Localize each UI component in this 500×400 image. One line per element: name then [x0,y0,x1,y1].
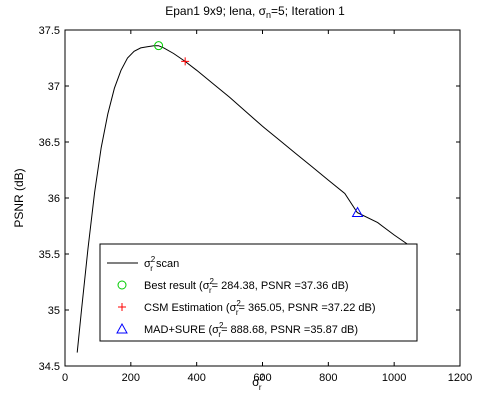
y-axis-label: PSNR (dB) [12,168,26,227]
legend-label: Best result (σ2 r= 284.38, PSNR =37.36 dB… [144,277,349,295]
chart-title-suffix: =5; Iteration 1 [271,4,345,18]
x-tick-label: 400 [187,372,205,384]
legend-entry: Best result (σ2 r= 284.38, PSNR =37.36 dB… [117,277,349,295]
legend-swatch-triangle [116,322,128,334]
legend-label: σ2 r scan [144,255,179,273]
legend-entry: σ2 r scan [107,255,179,273]
chart-title-prefix: Epan1 9x9; lena, σ [165,4,266,18]
x-tick-label: 1200 [448,372,472,384]
x-axis-label: σ2 r [252,373,264,392]
chart-title: Epan1 9x9; lena, σn=5; Iteration 1 [165,4,345,20]
y-tick-label: 35 [48,305,60,317]
x-axis-ticks: 0 200 400 600 800 1000 1200 [62,30,472,384]
scan-curve-line [76,45,416,353]
y-tick-label: 37.5 [39,25,60,37]
chart-title-sub: n [266,10,271,20]
x-tick-label: 0 [62,372,68,384]
legend-swatch-circle [117,280,127,290]
y-tick-label: 35.5 [39,249,60,261]
legend-entry: MAD+SURE (σ2 r= 888.68, PSNR =35.87 dB) [116,321,358,339]
y-axis-ticks: 34.5 35 35.5 36 36.5 37 37.5 [39,25,460,373]
x-tick-label: 1000 [382,372,406,384]
data-point-triangle [351,206,364,218]
x-tick-label: 600 [253,372,271,384]
legend-label: MAD+SURE (σ2 r= 888.68, PSNR =35.87 dB) [144,321,358,339]
series-layer [76,41,416,353]
x-tick-label: 200 [122,372,140,384]
y-tick-label: 37 [48,81,60,93]
legend-entry: CSM Estimation (σ2 r= 365.05, PSNR =37.22… [118,299,375,317]
x-axis-label-sup: 2 [259,373,264,382]
x-tick-label: 800 [319,372,337,384]
x-axis-label-sub: r [259,383,262,392]
legend-swatch-plus [118,303,126,311]
y-tick-label: 34.5 [39,361,60,373]
legend-box [99,243,418,342]
legend: σ2 r scan Best result (σ2 r= 284.38, PSNR =… [99,243,418,342]
y-tick-label: 36.5 [39,137,60,149]
legend-label: CSM Estimation (σ2 r= 365.05, PSNR =37.22… [144,299,375,317]
data-point-plus [181,57,190,66]
data-point-circle [154,41,164,51]
y-tick-label: 36 [48,193,60,205]
x-axis-label-base: σ [252,375,260,389]
